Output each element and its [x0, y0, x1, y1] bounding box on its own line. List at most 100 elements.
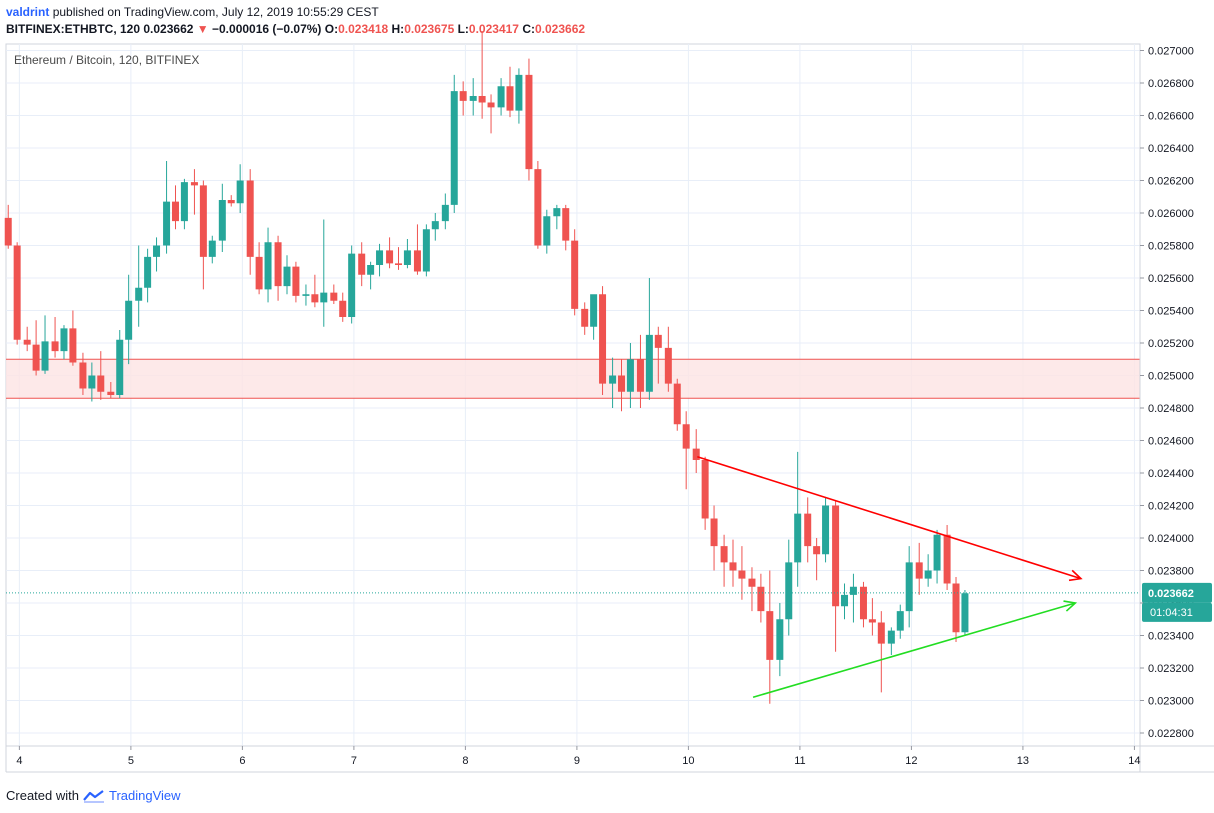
- candle-body: [571, 240, 579, 309]
- candle-body: [673, 383, 681, 425]
- candle-body: [69, 328, 77, 363]
- candle-body: [311, 294, 319, 303]
- y-tick-label: 0.025800: [1148, 241, 1194, 253]
- candle-body: [469, 96, 477, 101]
- candle-body: [961, 593, 969, 633]
- symbol-label: BITFINEX:ETHBTC, 120: [6, 22, 141, 36]
- candle-body: [450, 91, 458, 205]
- candle-body: [645, 334, 653, 392]
- candle-body: [4, 217, 12, 246]
- candle-body: [97, 375, 105, 392]
- y-tick-label: 0.024800: [1148, 403, 1194, 415]
- candle-body: [348, 253, 356, 317]
- candle-body: [701, 460, 709, 519]
- candle-body: [692, 448, 700, 460]
- y-tick-label: 0.023800: [1148, 566, 1194, 578]
- candle-body: [738, 570, 746, 579]
- published-text: published on TradingView.com, July 12, 2…: [52, 5, 379, 19]
- candle-body: [682, 424, 690, 449]
- candle-body: [135, 287, 143, 301]
- candle-body: [832, 505, 840, 607]
- candle-body: [358, 253, 366, 275]
- y-tick-label: 0.025600: [1148, 273, 1194, 285]
- candle-body: [776, 619, 784, 660]
- candle-body: [376, 250, 384, 265]
- candle-body: [534, 169, 542, 246]
- candle-body: [199, 185, 207, 257]
- x-tick-label: 13: [1017, 755, 1029, 767]
- candle-body: [394, 263, 402, 265]
- candle-body: [515, 74, 523, 111]
- candle-body: [208, 240, 216, 257]
- candle-body: [618, 375, 626, 392]
- y-tick-label: 0.026600: [1148, 111, 1194, 123]
- candle-body: [506, 86, 514, 111]
- candle-body: [190, 182, 198, 186]
- open-value: 0.023418: [338, 22, 389, 36]
- candle-body: [13, 245, 21, 340]
- candle-body: [171, 201, 179, 222]
- publish-info: valdrint published on TradingView.com, J…: [6, 5, 379, 19]
- candle-body: [785, 562, 793, 620]
- y-tick-label: 0.026400: [1148, 143, 1194, 155]
- candle-body: [431, 221, 439, 230]
- candle-body: [246, 180, 254, 257]
- candle-body: [720, 546, 728, 563]
- support-zone: [6, 359, 1140, 399]
- resistance-trendline[interactable]: [697, 455, 1082, 580]
- candle-body: [943, 534, 951, 584]
- y-tick-label: 0.027000: [1148, 46, 1194, 58]
- y-tick-label: 0.023200: [1148, 663, 1194, 675]
- candle-body: [153, 245, 161, 257]
- candle-body: [79, 362, 87, 389]
- candle-body: [264, 242, 272, 290]
- price-change: −0.000016 (−0.07%): [212, 22, 322, 36]
- candle-body: [924, 570, 932, 579]
- current-price-tag: [1142, 582, 1212, 603]
- countdown-tag: [1142, 602, 1212, 622]
- candle-body: [896, 611, 904, 631]
- candle-body: [664, 347, 672, 384]
- candle-body: [487, 102, 495, 108]
- candle-body: [710, 518, 718, 547]
- author-name[interactable]: valdrint: [6, 5, 50, 19]
- candle-body: [283, 266, 291, 287]
- symbol-info-line: BITFINEX:ETHBTC, 120 0.023662 ▼ −0.00001…: [6, 22, 585, 36]
- support-trendline[interactable]: [752, 602, 1076, 699]
- low-label: L:: [457, 22, 469, 36]
- candle-body: [51, 341, 59, 352]
- candle-body: [626, 359, 634, 392]
- tradingview-logo-icon: [83, 789, 104, 803]
- candle-body: [441, 204, 449, 222]
- x-tick-label: 10: [682, 755, 694, 767]
- tradingview-brand-link[interactable]: TradingView: [108, 788, 181, 803]
- created-with-text: Created with: [6, 788, 79, 803]
- y-tick-label: 0.023000: [1148, 696, 1194, 708]
- candle-body: [413, 250, 421, 272]
- candle-body: [748, 578, 756, 587]
- candle-body: [292, 266, 300, 296]
- y-tick-label: 0.025200: [1148, 338, 1194, 350]
- x-tick-label: 14: [1128, 755, 1140, 767]
- open-label: O:: [324, 22, 339, 36]
- countdown-label: 01:04:31: [1150, 607, 1193, 619]
- candle-body: [459, 91, 467, 101]
- candle-body: [729, 562, 737, 571]
- candle-body: [822, 505, 830, 555]
- candle-body: [116, 339, 124, 395]
- candle-body: [403, 250, 411, 265]
- x-tick-label: 4: [16, 755, 22, 767]
- chart-title: Ethereum / Bitcoin, 120, BITFINEX: [14, 53, 199, 67]
- candle-body: [367, 265, 375, 275]
- x-tick-label: 6: [239, 755, 245, 767]
- high-label: H:: [391, 22, 405, 36]
- candle-body: [41, 341, 49, 371]
- candle-body: [609, 375, 617, 384]
- candle-body: [813, 546, 821, 555]
- candle-body: [60, 328, 68, 352]
- footer: Created with TradingView: [6, 788, 181, 803]
- candle-body: [581, 308, 589, 327]
- candle-body: [320, 292, 328, 303]
- candle-body: [952, 583, 960, 633]
